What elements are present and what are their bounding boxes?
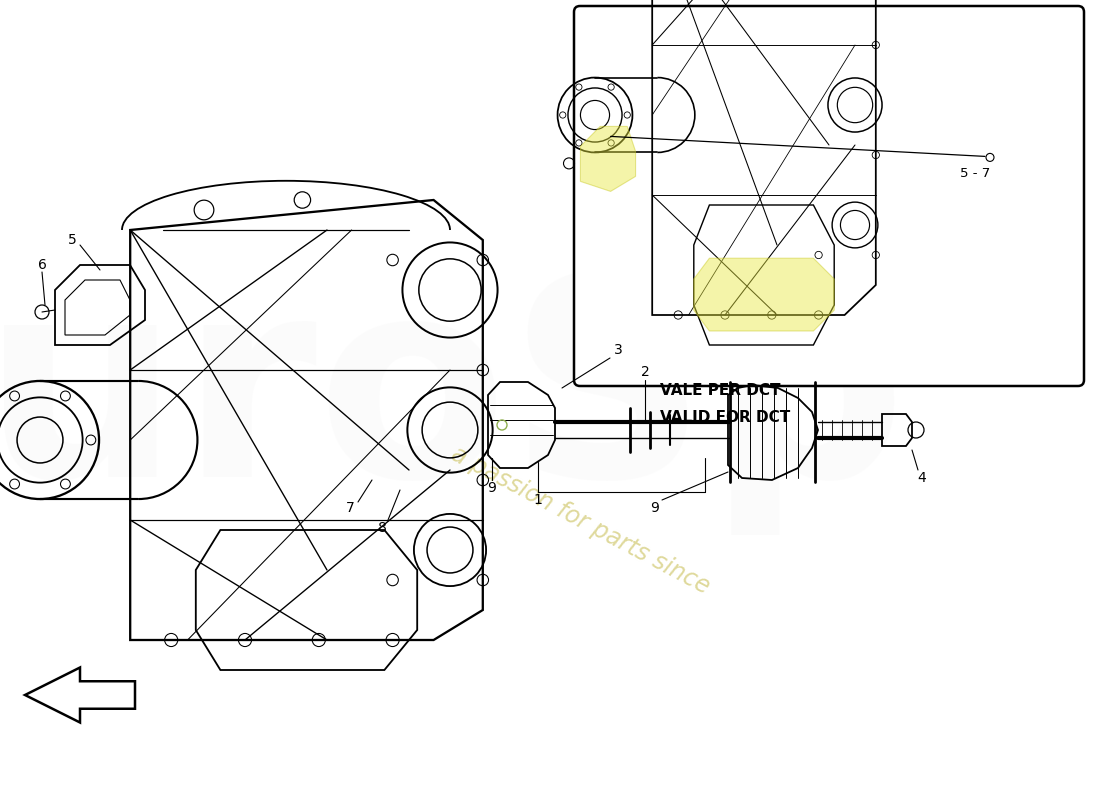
Text: euroSp: euroSp	[0, 265, 906, 535]
Polygon shape	[581, 126, 636, 191]
Text: 8: 8	[377, 521, 386, 535]
Text: a passion for parts since: a passion for parts since	[447, 442, 714, 598]
Text: 6: 6	[37, 258, 46, 272]
Text: VALID FOR DCT: VALID FOR DCT	[660, 410, 790, 426]
Text: 7: 7	[345, 501, 354, 515]
Text: VALE PER DCT: VALE PER DCT	[660, 382, 781, 398]
Text: 4: 4	[917, 471, 926, 485]
Text: 1: 1	[534, 493, 542, 507]
Text: 9: 9	[487, 481, 496, 495]
Text: 5: 5	[67, 233, 76, 247]
Text: 2: 2	[640, 365, 649, 379]
FancyBboxPatch shape	[574, 6, 1084, 386]
Text: 5 - 7: 5 - 7	[960, 167, 990, 180]
Text: 3: 3	[614, 343, 623, 357]
Text: 9: 9	[650, 501, 659, 515]
Polygon shape	[694, 258, 834, 331]
Polygon shape	[25, 667, 135, 722]
